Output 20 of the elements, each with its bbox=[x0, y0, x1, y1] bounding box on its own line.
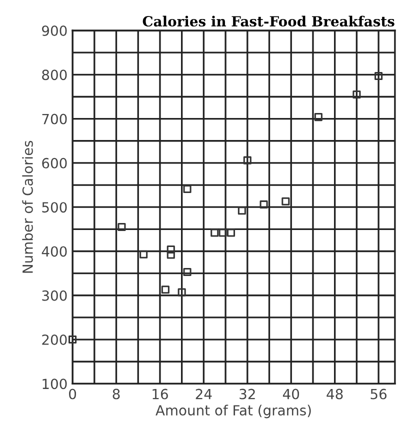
y-tick-label: 400 bbox=[42, 246, 67, 257]
y-tick-label: 900 bbox=[42, 25, 67, 36]
x-tick-label: 40 bbox=[282, 388, 300, 400]
x-tick-label: 24 bbox=[196, 388, 212, 400]
x-tick-label: 48 bbox=[326, 388, 343, 400]
x-tick-label: 32 bbox=[240, 388, 255, 400]
y-tick-label: 200 bbox=[42, 334, 67, 346]
x-axis-title: Amount of Fat (grams) bbox=[156, 404, 311, 418]
y-tick-label: 700 bbox=[42, 114, 67, 124]
x-tick-label: 16 bbox=[152, 388, 168, 400]
y-tick-label: 300 bbox=[42, 290, 67, 301]
chart-title: Calories in Fast-Food Breakfasts bbox=[142, 16, 394, 27]
y-tick-label: 500 bbox=[42, 202, 67, 213]
y-tick-label: 600 bbox=[42, 158, 67, 168]
y-tick-label: 800 bbox=[42, 70, 67, 80]
x-tick-label: 0 bbox=[69, 388, 76, 400]
x-tick-label: 56 bbox=[370, 388, 387, 400]
y-tick-label: 100 bbox=[42, 378, 67, 390]
y-axis-title: Number of Calories bbox=[22, 140, 33, 273]
x-tick-label: 8 bbox=[112, 388, 120, 400]
